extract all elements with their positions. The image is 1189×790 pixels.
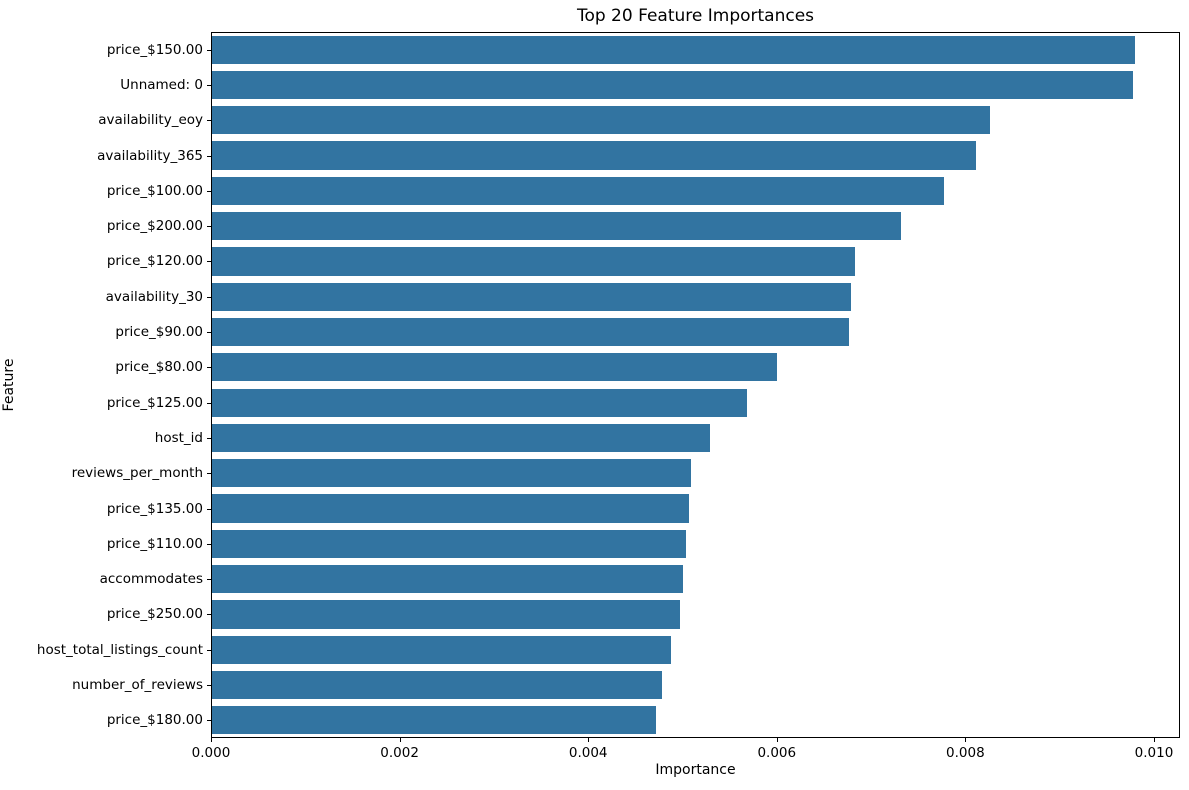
x-tick-label: 0.006 (757, 745, 797, 761)
y-tick-label: price_$180.00 (106, 712, 203, 729)
y-tick-label: price_$200.00 (106, 218, 203, 235)
y-tick-mark (207, 437, 211, 439)
bar (212, 353, 777, 382)
y-tick-mark (207, 49, 211, 51)
bar (212, 459, 692, 488)
y-tick-label: price_$100.00 (106, 182, 203, 199)
bar (212, 141, 976, 170)
x-tick-label: 0.008 (946, 745, 985, 761)
bar (212, 388, 747, 417)
y-tick-label: host_total_listings_count (36, 641, 203, 658)
bar (212, 565, 683, 594)
y-tick-mark (207, 332, 211, 334)
bar (212, 423, 710, 453)
y-axis-label: Feature (1, 358, 17, 412)
y-tick-mark (207, 261, 211, 263)
y-tick-mark (207, 473, 211, 475)
y-tick-mark (207, 720, 211, 722)
x-tick-label: 0.004 (568, 745, 608, 761)
y-tick-mark (207, 649, 211, 651)
bar (212, 635, 672, 664)
bar (212, 70, 1134, 100)
bar (212, 212, 902, 241)
y-tick-mark (207, 508, 211, 510)
y-tick-mark (207, 84, 211, 86)
x-axis-label: Importance (655, 762, 736, 778)
plot-area (211, 32, 1180, 738)
y-tick-label: accommodates (99, 571, 203, 588)
y-tick-label: availability_30 (105, 288, 203, 305)
bar (212, 35, 1136, 64)
bar (212, 494, 690, 523)
x-tick-mark (1153, 738, 1155, 742)
y-tick-label: price_$125.00 (106, 394, 203, 411)
bar (212, 176, 944, 205)
x-tick-mark (776, 738, 778, 742)
y-tick-mark (207, 190, 211, 192)
chart-title: Top 20 Feature Importances (576, 6, 815, 26)
bar (212, 282, 852, 311)
y-tick-mark (207, 614, 211, 616)
y-tick-label: price_$110.00 (106, 535, 203, 552)
y-tick-label: price_$135.00 (106, 500, 203, 517)
x-tick-mark (211, 738, 212, 742)
y-tick-mark (207, 685, 211, 687)
bar (212, 247, 856, 276)
y-tick-label: price_$250.00 (106, 606, 203, 623)
bar (212, 317, 849, 347)
y-tick-mark (207, 226, 211, 228)
bar (212, 670, 662, 700)
x-tick-label: 0.000 (191, 745, 231, 761)
y-tick-label: price_$150.00 (106, 41, 203, 58)
y-tick-label: availability_eoy (98, 112, 203, 129)
y-tick-mark (207, 579, 211, 581)
bar (212, 706, 657, 735)
x-tick-mark (965, 738, 967, 742)
x-tick-label: 0.002 (380, 745, 419, 761)
y-tick-mark (207, 155, 211, 157)
x-tick-mark (588, 738, 590, 742)
y-tick-label: number_of_reviews (72, 677, 203, 694)
x-tick-label: 0.010 (1134, 745, 1174, 761)
y-tick-label: Unnamed: 0 (120, 76, 203, 93)
bar (212, 106, 990, 135)
y-tick-mark (207, 296, 211, 298)
y-tick-label: price_$90.00 (115, 324, 203, 341)
y-tick-label: host_id (154, 429, 203, 446)
x-tick-mark (399, 738, 401, 742)
y-tick-mark (207, 367, 211, 369)
y-tick-label: reviews_per_month (71, 465, 203, 482)
y-tick-label: price_$80.00 (115, 359, 203, 376)
y-tick-mark (207, 120, 211, 122)
bar (212, 529, 687, 558)
y-tick-label: price_$120.00 (106, 253, 203, 270)
y-tick-label: availability_365 (97, 147, 203, 164)
bar (212, 600, 680, 629)
y-tick-mark (207, 402, 211, 404)
y-tick-mark (207, 543, 211, 545)
